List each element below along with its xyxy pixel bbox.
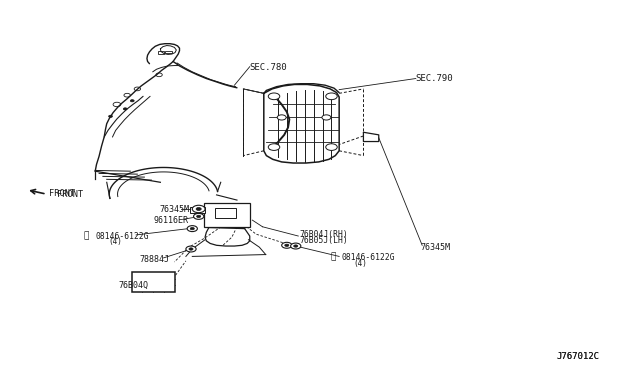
Text: 76B04Q: 76B04Q: [119, 280, 149, 289]
Text: 76345M: 76345M: [159, 205, 189, 214]
Circle shape: [124, 108, 127, 110]
Circle shape: [186, 246, 196, 252]
Circle shape: [282, 242, 292, 248]
Text: Ⓑ: Ⓑ: [84, 231, 89, 241]
Circle shape: [322, 115, 331, 120]
Circle shape: [192, 205, 205, 213]
Text: SEC.780: SEC.780: [250, 63, 287, 72]
Circle shape: [193, 214, 204, 219]
Circle shape: [124, 93, 131, 97]
Bar: [189, 208, 205, 213]
Circle shape: [294, 245, 298, 247]
Circle shape: [277, 115, 286, 120]
Circle shape: [268, 93, 280, 100]
Circle shape: [113, 102, 121, 107]
Bar: [158, 51, 164, 54]
Text: Ⓑ: Ⓑ: [330, 253, 335, 262]
Circle shape: [196, 208, 201, 211]
Text: FRONT: FRONT: [49, 189, 76, 198]
Text: (4): (4): [108, 237, 122, 246]
Circle shape: [187, 226, 197, 232]
Text: SEC.790: SEC.790: [416, 74, 453, 83]
Text: 78884J: 78884J: [140, 254, 170, 263]
Text: 76B05J(LH): 76B05J(LH): [300, 236, 348, 246]
Text: (4): (4): [354, 259, 368, 267]
Text: FRONT: FRONT: [57, 190, 83, 199]
Text: 08146-6122G: 08146-6122G: [341, 253, 395, 262]
Circle shape: [131, 100, 134, 102]
Circle shape: [285, 244, 289, 247]
Text: 76B04J(RH): 76B04J(RH): [300, 230, 348, 240]
Circle shape: [291, 243, 301, 249]
Circle shape: [268, 144, 280, 150]
Circle shape: [189, 248, 193, 250]
Circle shape: [134, 87, 141, 91]
Circle shape: [326, 144, 337, 150]
Text: 08146-6122G: 08146-6122G: [95, 231, 149, 241]
Bar: [132, 272, 175, 292]
Circle shape: [109, 115, 113, 118]
Bar: [215, 208, 236, 218]
Circle shape: [196, 215, 201, 218]
Text: J767012C: J767012C: [556, 352, 599, 361]
Bar: [204, 203, 250, 227]
Text: 96116ER: 96116ER: [154, 216, 189, 225]
Circle shape: [156, 73, 163, 77]
Text: 76345M: 76345M: [421, 243, 451, 251]
Circle shape: [326, 93, 337, 100]
Bar: [166, 51, 172, 53]
Circle shape: [190, 227, 195, 230]
Text: J767012C: J767012C: [556, 352, 599, 361]
